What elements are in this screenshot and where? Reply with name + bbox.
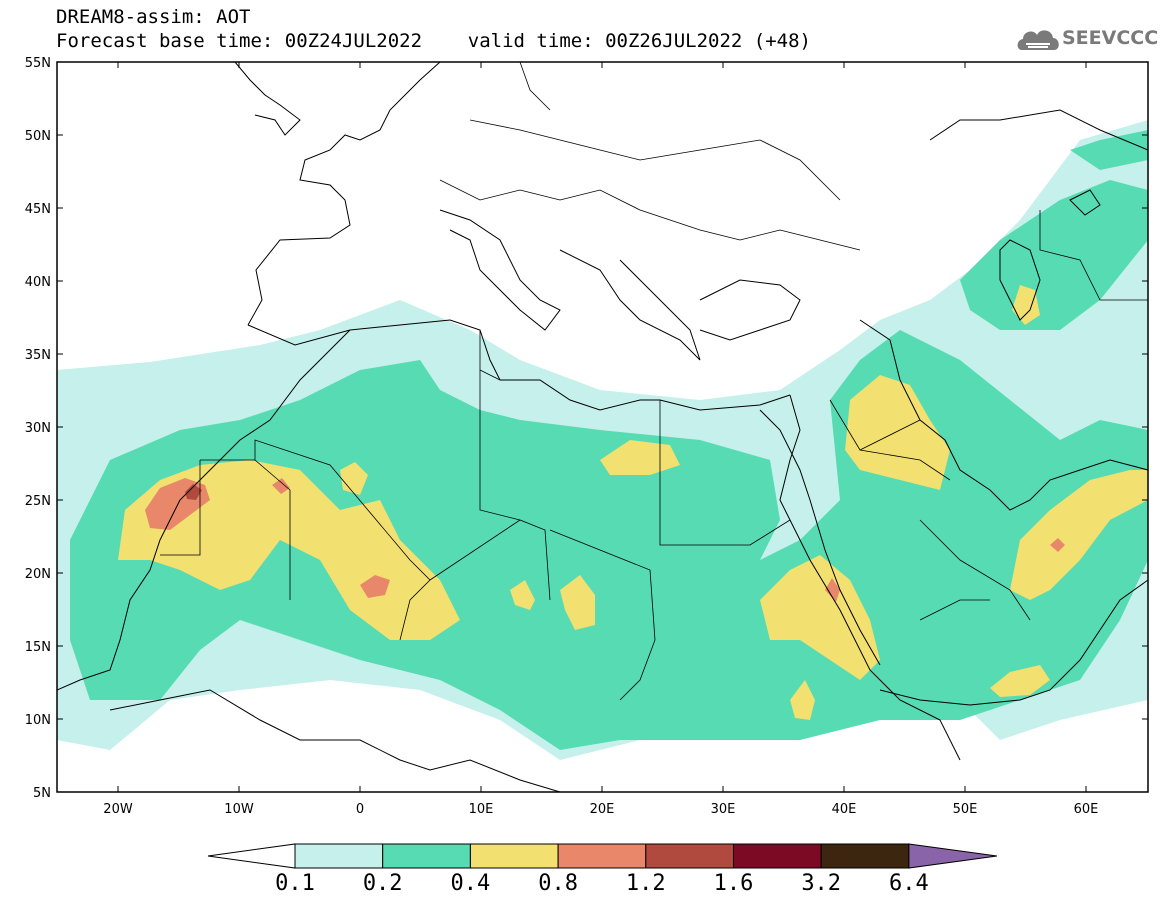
- colorbar-box: [645, 843, 734, 869]
- lat-label: 25N: [25, 494, 51, 509]
- lon-label: 40E: [832, 802, 857, 817]
- lat-label: 30N: [25, 421, 51, 436]
- aot-field-1.2: [185, 484, 202, 500]
- lon-label: 60E: [1074, 802, 1099, 817]
- cloud-icon: [1017, 30, 1059, 50]
- forecast-time-line: Forecast base time: 00Z24JUL2022 valid t…: [56, 30, 811, 52]
- colorbar-label: 1.2: [626, 871, 666, 896]
- lon-label: 0: [356, 802, 364, 817]
- logo-text: SEEVCCC: [1062, 27, 1159, 49]
- coastlines: [57, 62, 1148, 792]
- lat-label: 45N: [25, 202, 51, 217]
- colorbar-label: 6.4: [889, 871, 929, 896]
- colorbar-box: [469, 843, 559, 869]
- colorbar-label: 0.4: [451, 871, 491, 896]
- colorbar-label: 0.2: [363, 871, 403, 896]
- lon-label: 10E: [469, 802, 494, 817]
- lat-label: 5N: [33, 786, 51, 801]
- lat-label: 10N: [25, 713, 51, 728]
- map-title: DREAM8-assim: AOT: [56, 6, 251, 28]
- lon-label: 50E: [953, 802, 978, 817]
- colorbar: 0.1 0.2 0.4 0.8 1.2 1.6 3.2 6.4: [207, 843, 997, 896]
- lon-label: 10W: [224, 802, 254, 817]
- colorbar-box: [733, 843, 822, 869]
- colorbar-box: [294, 843, 384, 869]
- lat-label: 55N: [25, 56, 51, 71]
- lon-label: 20E: [590, 802, 615, 817]
- colorbar-box: [820, 843, 910, 869]
- lat-label: 20N: [25, 567, 51, 582]
- colorbar-box: [557, 843, 647, 869]
- lon-label: 30E: [711, 802, 736, 817]
- colorbar-label: 3.2: [801, 871, 841, 896]
- colorbar-over-triangle: [908, 843, 997, 869]
- colorbar-label: 0.8: [538, 871, 578, 896]
- colorbar-under-triangle: [207, 843, 296, 869]
- axis-ticks: [57, 61, 1148, 793]
- lat-label: 50N: [25, 129, 51, 144]
- aot-map: 55N 50N 45N 40N 35N 30N 25N 20N 15N 10N …: [25, 56, 1149, 817]
- colorbar-box: [382, 843, 471, 869]
- lat-label: 40N: [25, 275, 51, 290]
- colorbar-label: 1.6: [714, 871, 754, 896]
- lon-label: 20W: [103, 802, 133, 817]
- lat-label: 15N: [25, 640, 51, 655]
- lat-label: 35N: [25, 348, 51, 363]
- borders: [160, 62, 1148, 701]
- colorbar-label: 0.1: [275, 871, 315, 896]
